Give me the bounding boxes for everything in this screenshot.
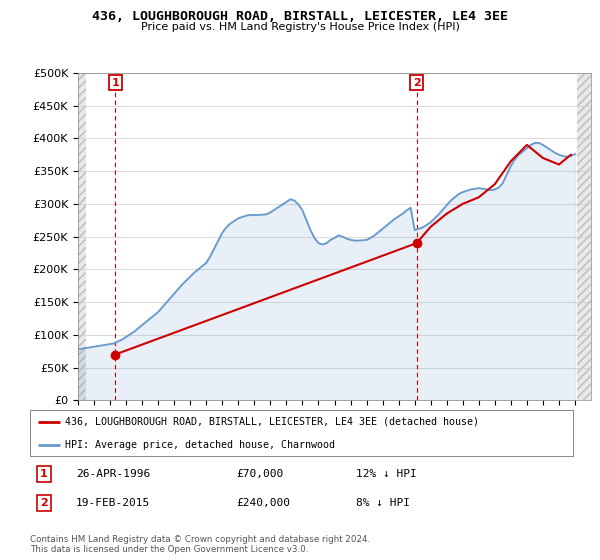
- Text: HPI: Average price, detached house, Charnwood: HPI: Average price, detached house, Char…: [65, 440, 335, 450]
- Text: Price paid vs. HM Land Registry's House Price Index (HPI): Price paid vs. HM Land Registry's House …: [140, 22, 460, 32]
- Text: £70,000: £70,000: [236, 469, 284, 479]
- Text: 26-APR-1996: 26-APR-1996: [76, 469, 151, 479]
- Text: 8% ↓ HPI: 8% ↓ HPI: [356, 498, 410, 508]
- Text: £240,000: £240,000: [236, 498, 290, 508]
- Text: 1: 1: [40, 469, 47, 479]
- Text: 436, LOUGHBOROUGH ROAD, BIRSTALL, LEICESTER, LE4 3EE (detached house): 436, LOUGHBOROUGH ROAD, BIRSTALL, LEICES…: [65, 417, 479, 427]
- Text: 12% ↓ HPI: 12% ↓ HPI: [356, 469, 416, 479]
- Text: 436, LOUGHBOROUGH ROAD, BIRSTALL, LEICESTER, LE4 3EE: 436, LOUGHBOROUGH ROAD, BIRSTALL, LEICES…: [92, 10, 508, 23]
- Text: 2: 2: [413, 78, 421, 87]
- Text: Contains HM Land Registry data © Crown copyright and database right 2024.
This d: Contains HM Land Registry data © Crown c…: [30, 535, 370, 554]
- Text: 19-FEB-2015: 19-FEB-2015: [76, 498, 151, 508]
- Text: 1: 1: [112, 78, 119, 87]
- Text: 2: 2: [40, 498, 47, 508]
